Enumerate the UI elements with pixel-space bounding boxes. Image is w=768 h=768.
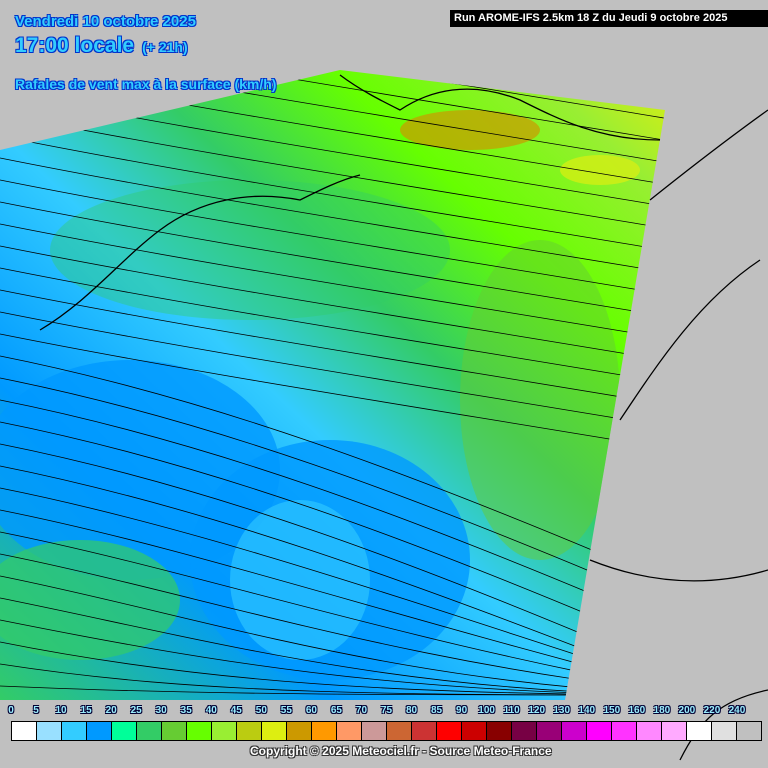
legend-label: 0	[8, 705, 14, 716]
legend-label: 5	[33, 705, 39, 716]
streamline	[0, 135, 665, 257]
legend-label: 200	[678, 705, 696, 716]
legend-label: 45	[230, 705, 242, 716]
legend-swatch	[137, 722, 162, 740]
legend-swatch	[662, 722, 687, 740]
legend-swatch	[737, 722, 761, 740]
copyright: Copyright © 2025 Meteociel.fr - Source M…	[250, 744, 552, 758]
streamline	[0, 289, 665, 411]
legend-label: 75	[380, 705, 393, 716]
legend-label: 15	[80, 705, 92, 716]
legend-swatch	[487, 722, 512, 740]
legend-label: 90	[456, 705, 468, 716]
legend-label: 50	[255, 705, 267, 716]
streamline	[0, 245, 665, 367]
legend-swatch	[637, 722, 662, 740]
legend-label: 110	[503, 705, 520, 716]
streamline	[0, 223, 665, 345]
streamline	[0, 70, 665, 169]
legend-swatch	[237, 722, 262, 740]
legend-label: 70	[355, 705, 368, 716]
legend-swatch	[362, 722, 387, 740]
legend-label: 140	[578, 705, 596, 716]
legend-swatch	[162, 722, 187, 740]
legend-swatch	[337, 722, 362, 740]
legend-label: 120	[528, 705, 546, 716]
legend-label: 65	[330, 705, 342, 716]
streamline	[0, 355, 665, 597]
legend-swatch	[287, 722, 312, 740]
legend-swatch	[412, 722, 437, 740]
forecast-date: Vendredi 10 octobre 2025	[15, 13, 196, 30]
legend-swatch	[312, 722, 337, 740]
color-legend	[11, 721, 762, 741]
wind-fields	[0, 110, 640, 680]
local-time: 17:00 locale	[15, 34, 135, 57]
legend-label: 240	[728, 705, 746, 716]
legend-swatch	[387, 722, 412, 740]
legend-label: 180	[653, 705, 671, 716]
legend-swatch	[437, 722, 462, 740]
legend-swatch	[512, 722, 537, 740]
streamline	[0, 113, 665, 235]
legend-label: 40	[205, 705, 217, 716]
legend-label: 30	[155, 705, 167, 716]
legend-swatch	[112, 722, 137, 740]
legend-label: 150	[603, 705, 621, 716]
streamline	[0, 311, 665, 433]
legend-label: 100	[478, 705, 495, 716]
legend-swatch	[537, 722, 562, 740]
streamline	[0, 399, 665, 641]
streamline	[0, 201, 665, 323]
model-run-label: Run AROME-IFS 2.5km 18 Z du Jeudi 9 octo…	[450, 10, 768, 27]
legend-swatch	[187, 722, 212, 740]
legend-swatch	[687, 722, 712, 740]
legend-swatch	[212, 722, 237, 740]
legend-label: 160	[628, 705, 646, 716]
legend-label: 80	[405, 705, 418, 716]
coastlines	[39, 74, 768, 761]
legend-labels: 0 5 10 15 20 25 30 35 40 45 50 55 60 65 70 75 80 85 90 100 1…	[8, 705, 762, 719]
legend-label: 55	[280, 705, 292, 716]
lead-time: (+ 21h)	[142, 39, 188, 55]
legend-label: 10	[55, 705, 67, 716]
legend-swatch	[462, 722, 487, 740]
legend-swatch	[612, 722, 637, 740]
streamline	[0, 267, 665, 389]
parameter-title: Rafales de vent max à la surface (km/h)	[15, 76, 277, 92]
legend-label: 20	[105, 705, 117, 716]
legend-swatch	[87, 722, 112, 740]
legend-swatch	[37, 722, 62, 740]
streamline	[0, 179, 665, 301]
legend-label: 60	[305, 705, 317, 716]
streamline	[0, 333, 665, 455]
legend-swatch	[12, 722, 37, 740]
forecast-time: 17:00 locale (+ 21h)	[15, 34, 188, 58]
streamline	[0, 157, 665, 279]
legend-label: 130	[553, 705, 571, 716]
legend-label: 85	[431, 705, 443, 716]
legend-swatch	[712, 722, 737, 740]
streamline	[0, 377, 665, 619]
legend-swatch	[587, 722, 612, 740]
legend-label: 35	[180, 705, 192, 716]
legend-label: 220	[703, 705, 721, 716]
legend-label: 25	[130, 705, 142, 716]
legend-swatch	[562, 722, 587, 740]
legend-swatch	[262, 722, 287, 740]
streamline	[0, 421, 665, 663]
streamline	[0, 70, 665, 125]
legend-swatch	[62, 722, 87, 740]
